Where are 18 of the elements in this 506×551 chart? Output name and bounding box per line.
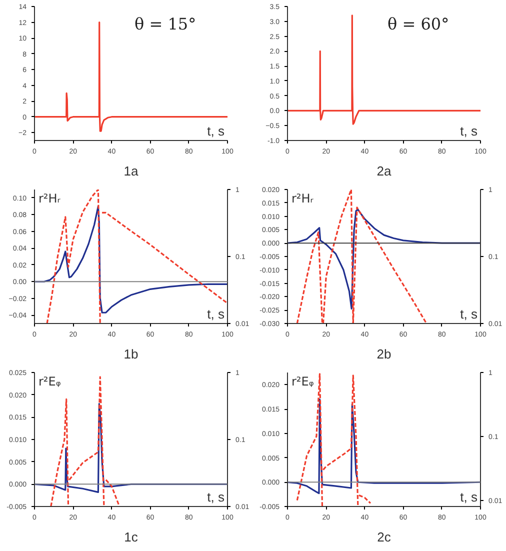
text: 1b — [124, 346, 138, 362]
y-axis-title: r²Hᵣ — [38, 192, 62, 206]
annotation: θ = 15° — [134, 14, 196, 34]
x-axis-title: t, s — [460, 306, 478, 322]
text: 1c — [124, 530, 138, 544]
x-axis-title: t, s — [460, 490, 478, 504]
text: 1a — [124, 164, 139, 178]
x-axis-title: t, s — [460, 124, 478, 138]
annotation: θ = 60° — [388, 14, 450, 34]
x-axis-title: t, s — [207, 306, 225, 322]
text: 2a — [376, 164, 392, 178]
x-axis-title: t, s — [207, 490, 225, 504]
y-axis-title: r²Eᵩ — [38, 374, 61, 388]
x-axis-title: t, s — [207, 124, 225, 138]
y-axis-title: r²Hᵣ — [292, 192, 314, 206]
text: 2b — [376, 346, 392, 362]
text: 2c — [377, 530, 392, 544]
y-axis-title: r²Eᵩ — [292, 374, 314, 388]
